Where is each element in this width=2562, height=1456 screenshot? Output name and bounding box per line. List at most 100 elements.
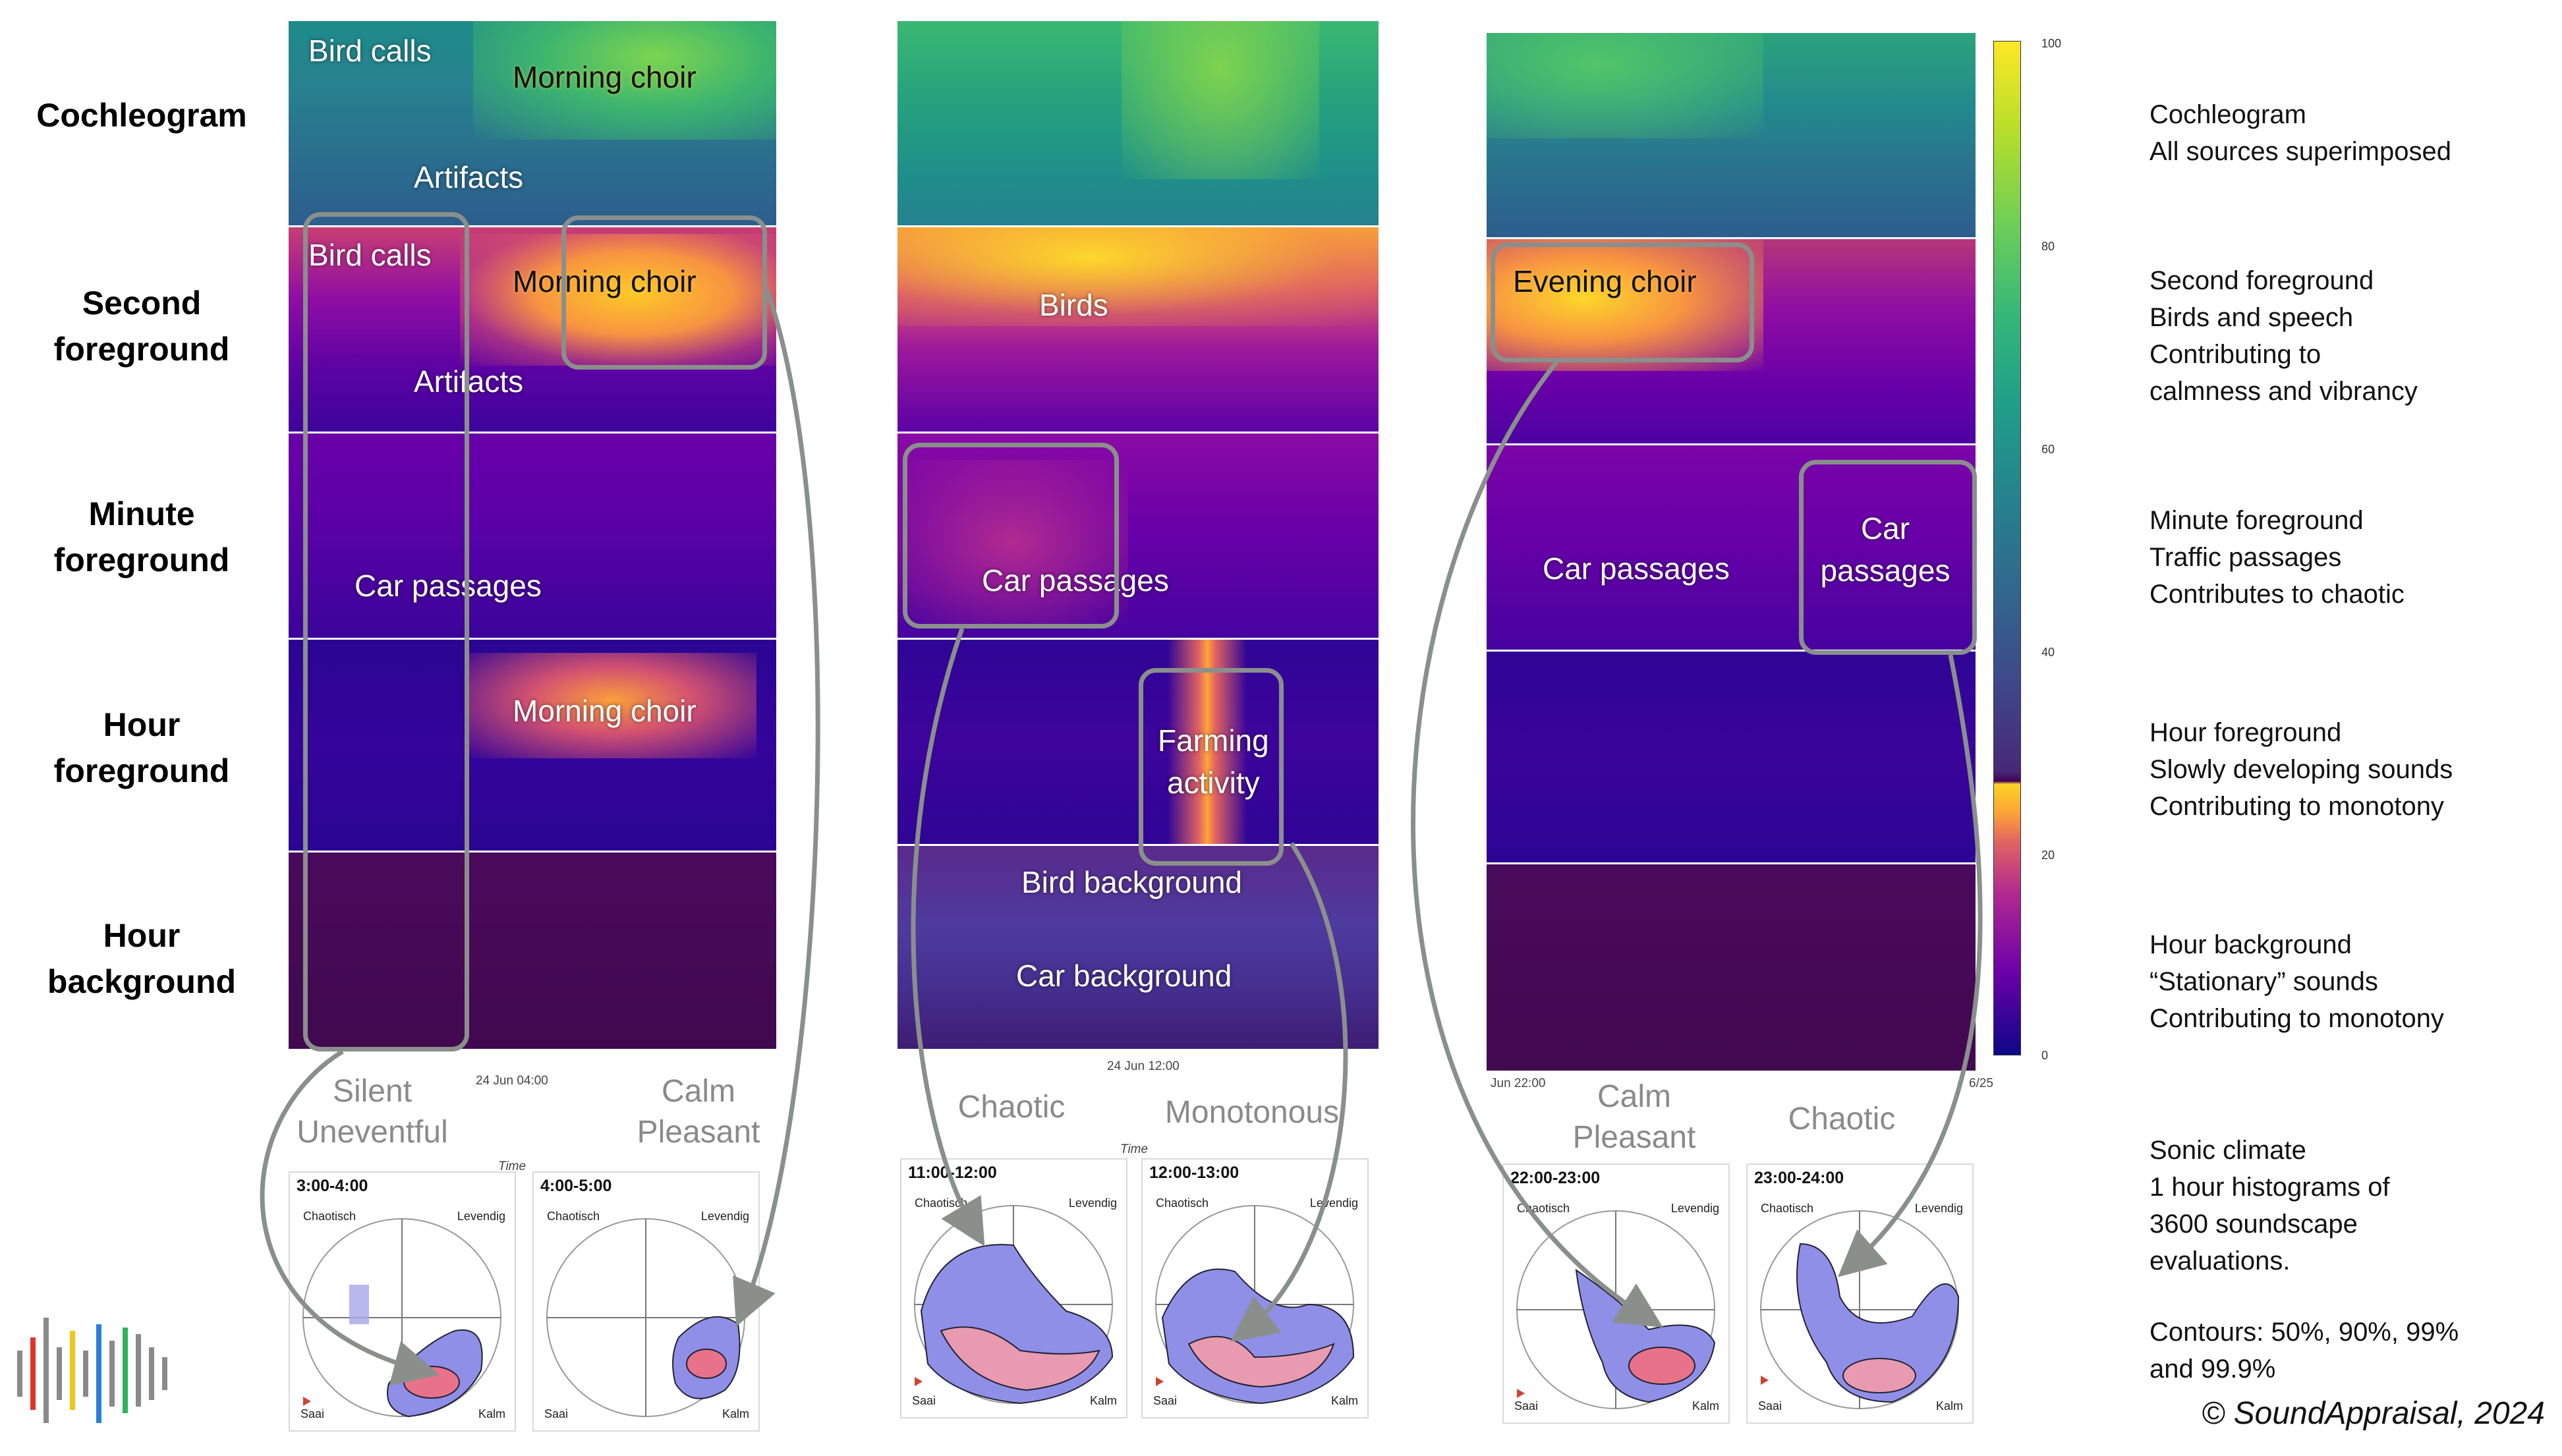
- hour-background-band: [897, 846, 1379, 1049]
- label-morning-choir-cochleogram: Morning choir: [513, 60, 697, 94]
- label-car-background: Car background: [1016, 959, 1232, 993]
- second-foreground-band: [897, 227, 1379, 432]
- time-end-panel3: 6/25: [1969, 1077, 1993, 1090]
- histogram-label-boring: Saai: [544, 1407, 569, 1420]
- second-foreground-band: [1487, 239, 1976, 443]
- desc-second-foreground: Second foreground Birds and speech Contr…: [2149, 266, 2418, 406]
- row-label-minute-foreground: Minute foreground: [53, 495, 230, 578]
- colorbar-tick-100: 100: [2041, 37, 2062, 50]
- label-artifacts-cochleogram: Artifacts: [414, 160, 524, 194]
- colorbar-tick-40: 40: [2041, 646, 2055, 659]
- class-monotonous: Monotonous: [1164, 1095, 1340, 1130]
- label-car-passages-minute: Car passages: [1543, 551, 1730, 586]
- copyright: © SoundAppraisal, 2024: [2201, 1396, 2545, 1431]
- histogram-label-chaotic: Chaotisch: [303, 1210, 356, 1223]
- histogram-title: 12:00-13:00: [1149, 1163, 1239, 1182]
- highlight-box-bird-calls: [303, 212, 469, 1051]
- hour-foreground-band: [897, 640, 1379, 844]
- label-bird-calls-second: Bird calls: [308, 238, 432, 272]
- class-chaotic-2: Chaotic: [1788, 1102, 1896, 1136]
- histogram-label-chaotic: Chaotisch: [1156, 1196, 1209, 1210]
- desc-hour-background: Hour background “Stationary” sounds Cont…: [2149, 930, 2444, 1033]
- minute-foreground-band: [289, 434, 776, 638]
- histogram-12-13: 12:00-13:00 Chaotisch Levendig Saai Kalm: [1141, 1158, 1369, 1418]
- colorbar-tick-60: 60: [2041, 443, 2055, 456]
- desc-minute-foreground: Minute foreground Traffic passages Contr…: [2149, 506, 2405, 609]
- hour-background-band: [289, 853, 776, 1049]
- class-calm-pleasant-2: Calm Pleasant: [1572, 1079, 1696, 1155]
- histogram-label-boring: Saai: [912, 1394, 936, 1407]
- arrow-car-passages-midday: [911, 627, 985, 1247]
- histogram-label-lively: Levendig: [457, 1210, 505, 1223]
- colorbar-tick-20: 20: [2041, 849, 2055, 862]
- spectrogram-panel-evening: Evening choir Car passages Car passages: [1487, 33, 1976, 1071]
- cochleogram-band: [289, 21, 776, 225]
- histogram-4-5: 4:00-5:00 Chaotisch Levendig Saai Kalm: [532, 1171, 760, 1432]
- row-label-hour-foreground: Hour foreground: [53, 706, 230, 789]
- label-bird-background: Bird background: [1021, 865, 1242, 899]
- histogram-label-chaotic: Chaotisch: [547, 1210, 600, 1223]
- label-car-passages-right: Car passages: [1820, 511, 1950, 588]
- desc-hour-foreground: Hour foreground Slowly developing sounds…: [2149, 718, 2453, 821]
- class-silent-uneventful: Silent Uneventful: [297, 1074, 448, 1150]
- desc-sonic-climate: Sonic climate 1 hour histograms of 3600 …: [2149, 1136, 2390, 1275]
- histogram-label-chaotic: Chaotisch: [1761, 1202, 1814, 1215]
- highlight-box-farming-activity: [1139, 668, 1284, 866]
- label-car-passages-minute: Car passages: [982, 563, 1169, 598]
- histogram-label-calm: Kalm: [1330, 1394, 1358, 1407]
- label-birds: Birds: [1039, 288, 1108, 322]
- histogram-label-calm: Kalm: [478, 1407, 505, 1420]
- histogram-label-boring: Saai: [1758, 1399, 1782, 1413]
- cochleogram-band: [897, 21, 1379, 225]
- label-evening-choir: Evening choir: [1513, 264, 1697, 298]
- label-car-passages-minute: Car passages: [355, 569, 542, 603]
- histogram-title: 4:00-5:00: [540, 1177, 612, 1195]
- arrow-car-passages-evening: [1837, 654, 1983, 1277]
- arrow-farming-activity: [1230, 842, 1348, 1342]
- label-morning-choir-hour: Morning choir: [513, 694, 697, 728]
- colorbar-tick-80: 80: [2041, 240, 2055, 253]
- time-axis-panel2: Time: [1120, 1142, 1149, 1156]
- arrow-morning-choir: [733, 289, 820, 1327]
- second-foreground-band: [289, 227, 776, 432]
- label-bird-calls-cochleogram: Bird calls: [308, 34, 432, 68]
- histogram-title: 22:00-23:00: [1510, 1169, 1601, 1187]
- label-farming-activity: Farming activity: [1158, 723, 1269, 800]
- hour-background-band: [1487, 864, 1976, 1071]
- highlight-box-evening-choir: [1491, 242, 1754, 362]
- highlight-box-morning-choir: [561, 215, 767, 370]
- class-calm-pleasant-1: Calm Pleasant: [637, 1074, 760, 1150]
- polar-histogram-plot: [914, 1205, 1114, 1405]
- histogram-11-12: 11:00-12:00 Chaotisch Levendig Saai Kalm: [900, 1158, 1127, 1418]
- hour-foreground-band: [289, 640, 776, 851]
- histogram-title: 23:00-24:00: [1754, 1169, 1844, 1187]
- desc-cochleogram: Cochleogram All sources superimposed: [2149, 100, 2451, 166]
- colorbar: [1993, 41, 2021, 1055]
- histogram-label-calm: Kalm: [1692, 1399, 1719, 1413]
- time-axis-panel1: Time: [498, 1160, 527, 1173]
- time-tick-panel2: 24 Jun 12:00: [1107, 1059, 1180, 1073]
- histogram-title: 3:00-4:00: [297, 1177, 368, 1195]
- highlight-box-car-passages-midday: [903, 443, 1119, 629]
- histogram-label-lively: Levendig: [1914, 1202, 1963, 1215]
- histogram-label-boring: Saai: [1514, 1399, 1539, 1413]
- polar-histogram-plot: [1760, 1210, 1960, 1409]
- spectrogram-panel-night: Bird calls Morning choir Artifacts Bird …: [289, 21, 776, 1049]
- colorbar-tick-0: 0: [2041, 1049, 2049, 1062]
- time-tick-panel1: 24 Jun 04:00: [476, 1074, 548, 1088]
- soundappraisal-logo: [17, 1318, 167, 1423]
- time-tick-panel3: Jun 22:00: [1491, 1077, 1546, 1090]
- polar-histogram-plot: [1516, 1210, 1716, 1409]
- histogram-label-boring: Saai: [1153, 1394, 1178, 1407]
- row-label-second-foreground: Second foreground: [53, 285, 230, 368]
- class-chaotic-1: Chaotic: [957, 1090, 1066, 1125]
- highlight-box-car-passages-evening: [1799, 460, 1977, 655]
- arrow-bird-calls: [260, 1050, 440, 1386]
- histogram-label-boring: Saai: [300, 1407, 325, 1420]
- spectrogram-panel-midday: Birds Car passages Farming activity Bird…: [897, 21, 1379, 1049]
- hour-foreground-band: [1487, 652, 1976, 862]
- label-morning-choir-second: Morning choir: [513, 264, 697, 298]
- histogram-label-lively: Levendig: [1068, 1196, 1117, 1210]
- histogram-label-calm: Kalm: [722, 1407, 749, 1420]
